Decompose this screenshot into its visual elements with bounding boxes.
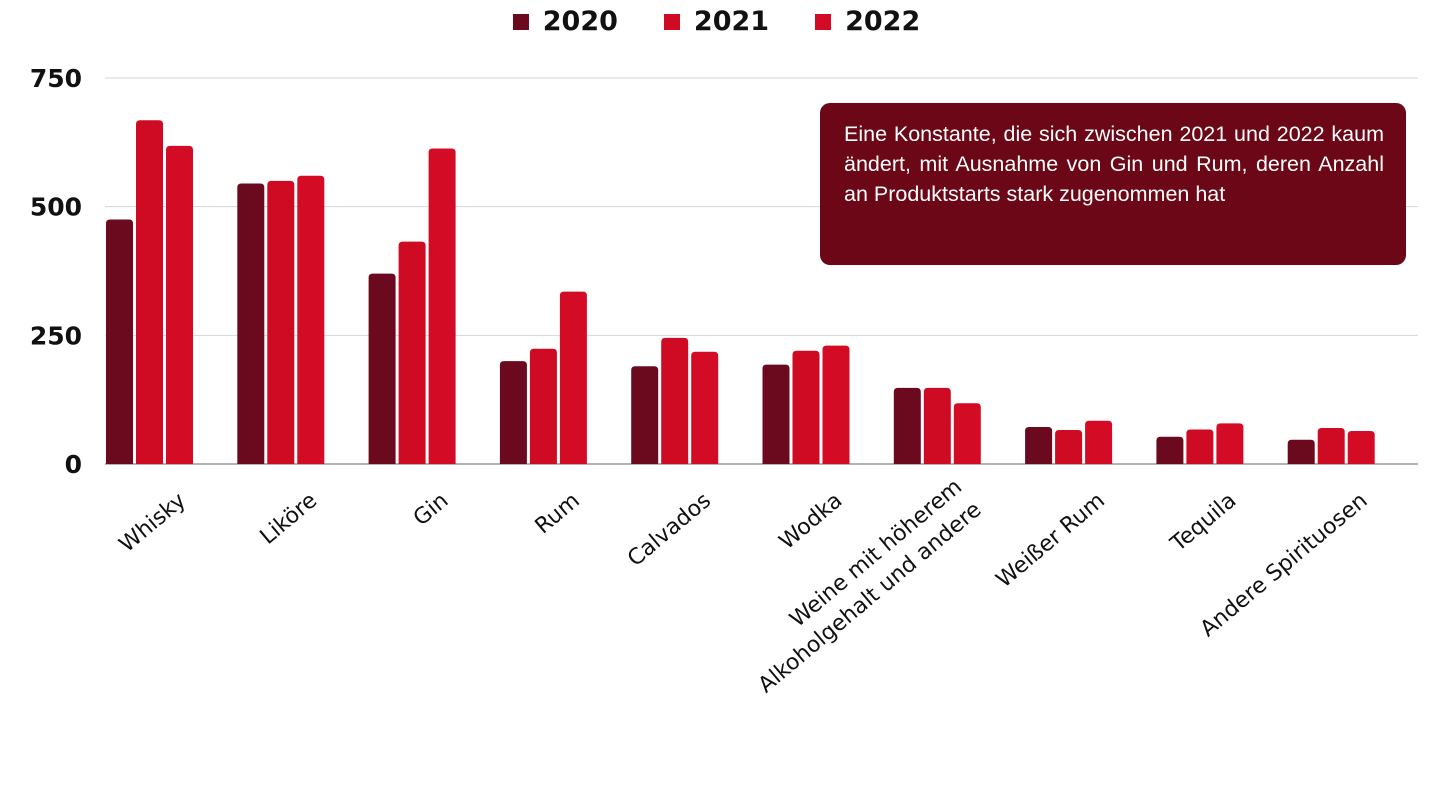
bar-2021-6 (923, 387, 951, 464)
legend-label-2022: 2022 (845, 6, 921, 37)
bar-2021-5 (792, 350, 820, 464)
bar-2022-3 (559, 291, 587, 464)
bar-2020-2 (368, 273, 396, 464)
bar-2020-0 (106, 219, 133, 464)
x-tick-label-4: Calvados (623, 488, 716, 572)
x-tick-label-8: Tequila (1166, 488, 1242, 557)
bar-2020-1 (237, 183, 265, 465)
annotation-box: Eine Konstante, die sich zwischen 2021 u… (820, 103, 1406, 265)
x-tick-label-6: Weine mit höheremAlkoholgehalt und ander… (735, 474, 987, 698)
bar-2020-5 (762, 364, 790, 464)
legend-label-2021: 2021 (693, 6, 770, 37)
bar-2022-4 (691, 351, 719, 464)
bar-2021-0 (136, 120, 163, 464)
bar-2021-1 (267, 180, 295, 464)
x-tick-label-2: Gin (409, 488, 453, 531)
legend-swatch-2020 (512, 13, 529, 30)
y-tick-label-250: 250 (30, 321, 82, 350)
legend-swatch-2021 (663, 13, 680, 30)
bar-2020-4 (631, 366, 659, 464)
bar-2021-7 (1055, 430, 1083, 464)
bar-2022-0 (166, 145, 193, 464)
x-tick-label-7: Weißer Rum (992, 488, 1110, 593)
x-tick-label-1: Liköre (256, 488, 323, 550)
bar-2020-9 (1287, 439, 1315, 464)
legend: 2020 2021 2022 (0, 6, 1433, 37)
y-tick-label-750: 750 (30, 64, 82, 93)
x-tick-label-3: Rum (531, 488, 585, 539)
legend-swatch-2022 (815, 13, 832, 30)
x-tick-label-5: Wodka (775, 488, 848, 555)
legend-label-2020: 2020 (542, 6, 618, 37)
bar-2022-6 (953, 403, 981, 464)
bar-2022-5 (822, 345, 850, 464)
bar-2021-3 (529, 348, 557, 464)
bar-2021-9 (1317, 427, 1345, 464)
bar-2020-8 (1156, 436, 1184, 464)
bar-2021-4 (661, 337, 689, 464)
bar-2022-2 (428, 148, 456, 464)
bar-2022-7 (1085, 420, 1113, 464)
y-tick-label-0: 0 (65, 450, 82, 479)
bar-2020-7 (1025, 426, 1053, 464)
bar-2020-6 (893, 387, 921, 464)
y-tick-label-500: 500 (30, 193, 82, 222)
x-tick-label-0: Whisky (115, 488, 191, 557)
legend-item-2020[interactable]: 2020 (512, 6, 618, 37)
bar-2022-1 (297, 175, 325, 464)
bar-2022-9 (1347, 431, 1375, 464)
bar-2021-8 (1186, 429, 1214, 464)
bar-2021-2 (398, 241, 426, 464)
bar-2020-3 (499, 361, 527, 464)
legend-item-2021[interactable]: 2021 (663, 6, 770, 37)
legend-item-2022[interactable]: 2022 (815, 6, 920, 37)
bar-2022-8 (1216, 423, 1244, 464)
